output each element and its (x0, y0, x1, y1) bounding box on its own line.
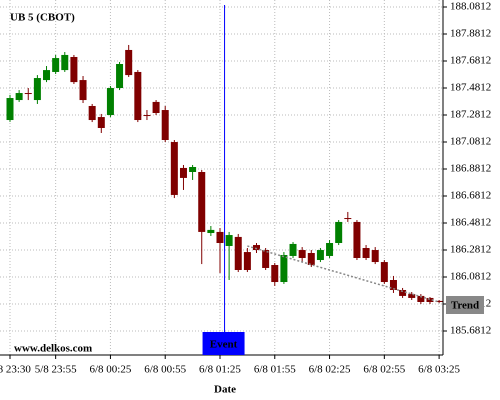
candle-body (408, 294, 416, 298)
y-tick-label: 186.4812 (450, 217, 491, 229)
x-tick-label: 5/8 23:55 (35, 364, 77, 376)
event-box (202, 332, 245, 355)
candle-body (344, 218, 352, 220)
candle-body (6, 98, 14, 121)
candle-body (33, 78, 41, 101)
candle-body (316, 250, 324, 261)
candle-body (289, 243, 297, 256)
y-tick-label: 187.0812 (450, 136, 491, 148)
candle-body (106, 88, 114, 116)
trend-line (247, 245, 440, 303)
y-tick-label: 188.0812 (450, 1, 491, 13)
watermark: www.delkos.com (14, 343, 92, 355)
candle-body (179, 167, 187, 178)
x-tick-label: 6/8 00:25 (89, 364, 131, 376)
candle-body (88, 105, 96, 121)
y-tick-label: 186.6812 (450, 190, 491, 202)
candle-body (271, 265, 279, 283)
candle-body (371, 250, 379, 263)
candle-body (170, 142, 178, 195)
candle-body (234, 236, 242, 271)
candle-body (24, 93, 32, 95)
candle-body (116, 64, 124, 89)
candle-body (52, 58, 60, 72)
y-tick-label: 187.6812 (450, 55, 491, 67)
candle-body (298, 250, 306, 258)
candle-body (152, 101, 160, 114)
x-tick-label: 6/8 00:55 (144, 364, 186, 376)
candle-body (335, 221, 343, 244)
candle-body (134, 71, 142, 121)
candle-body (15, 93, 23, 101)
y-tick-label: 185.6812 (450, 325, 491, 337)
y-tick-label: 186.2812 (450, 244, 491, 256)
candle-body (243, 252, 251, 271)
y-tick-label: 186.8812 (450, 163, 491, 175)
trend-label: Trend (451, 300, 479, 312)
y-tick-label: 187.4812 (450, 82, 491, 94)
x-tick-label: 6/8 03:25 (418, 364, 460, 376)
marks (6, 44, 443, 305)
y-tick-label: 187.2812 (450, 109, 491, 121)
x-tick-label: 6/8 02:25 (309, 364, 351, 376)
candle-body (43, 70, 51, 81)
candle-body (143, 115, 151, 117)
candle-body (435, 300, 443, 303)
candle-body (253, 245, 261, 251)
candle-body (417, 295, 425, 303)
candle-body (389, 279, 397, 290)
event-label: Event (210, 339, 238, 351)
x-axis-label: Date (214, 384, 236, 396)
candle-body (380, 262, 388, 283)
x-tick-label: 6/8 01:25 (199, 364, 241, 376)
candle-body (280, 255, 288, 283)
chart-title: UB 5 (CBOT) (10, 12, 75, 24)
candle-body (161, 110, 169, 141)
candle-body (125, 49, 133, 76)
candle-body (189, 167, 197, 172)
candle-body (207, 229, 215, 234)
trend-box (446, 296, 484, 314)
candle-body (198, 171, 206, 232)
candle-body (70, 56, 78, 83)
candle-body (262, 250, 270, 268)
y-tick-label: 187.8812 (450, 28, 491, 40)
x-tick-label: 6/8 02:55 (363, 364, 405, 376)
x-tick-label: 6/8 01:55 (254, 364, 296, 376)
candle-body (61, 54, 69, 71)
candle-body (362, 248, 370, 258)
candle-body (307, 252, 315, 266)
candle-body (353, 221, 361, 258)
y-tick-label: 186.0812 (450, 271, 491, 283)
candle-body (97, 117, 105, 128)
candle-body (225, 235, 233, 246)
candle-body (216, 231, 224, 244)
candle-body (399, 289, 407, 296)
candle-body (79, 80, 87, 101)
candle-body (426, 297, 434, 303)
x-tick-label: 5/8 23:30 (0, 364, 31, 376)
candle-body (326, 243, 334, 256)
